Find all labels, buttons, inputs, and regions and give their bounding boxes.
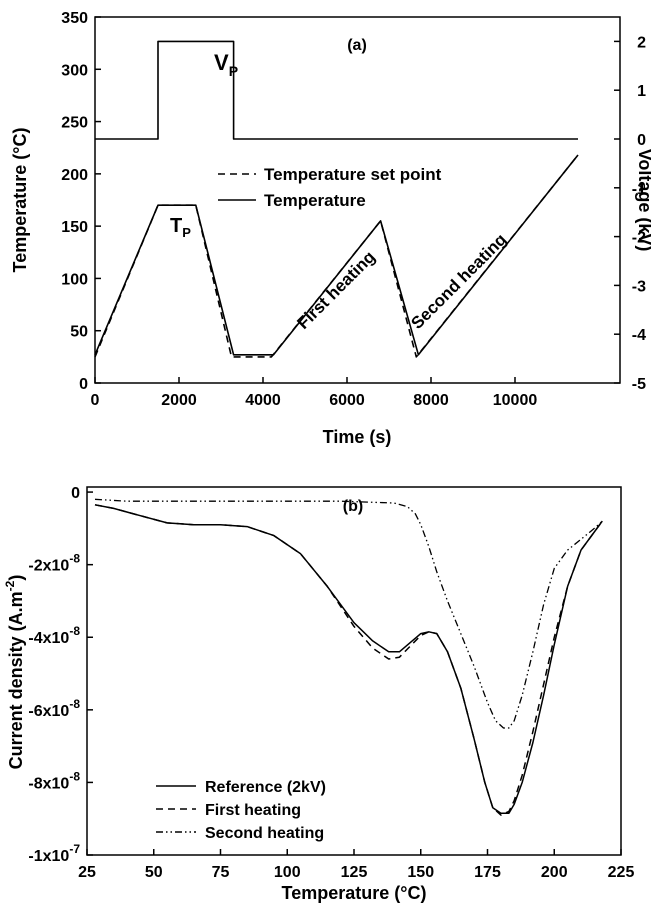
- y2-tick-label-a: 0: [637, 132, 646, 149]
- voltage-line: [95, 40, 578, 140]
- y-tick-label-b: -6x10-8: [28, 697, 80, 720]
- y-tick-label-a: 100: [61, 271, 88, 288]
- x-axis-label-a: Time (s): [323, 427, 392, 447]
- x-tick-label-a: 4000: [245, 392, 281, 409]
- y2-tick-label-a: -4: [632, 327, 646, 344]
- y-tick-label-a: 200: [61, 167, 88, 184]
- reference-curve: [94, 504, 603, 815]
- y2-tick-label-a: -3: [632, 278, 646, 295]
- first-heating-curve: [94, 504, 603, 816]
- panel-label-b: (b): [343, 498, 363, 515]
- x-tick-label-b: 225: [608, 864, 635, 881]
- x-ticks-a: 0 2000 4000 6000 8000 10000: [91, 377, 538, 409]
- plot-frame-b: [86, 486, 622, 856]
- y-tick-label-b: -8x10-8: [28, 769, 80, 792]
- first-heating-annotation: First heating: [293, 247, 379, 333]
- legend-a: Temperature set point Temperature: [218, 165, 442, 210]
- x-tick-label-a: 2000: [161, 392, 197, 409]
- y2-tick-label-a: -5: [632, 376, 646, 393]
- y-tick-label-a: 150: [61, 219, 88, 236]
- y2-ticks-a: 2 1 0 -1 -2 -3 -4 -5: [614, 34, 646, 393]
- x-tick-label-b: 125: [341, 864, 368, 881]
- temperature-line: [94, 154, 579, 356]
- plot-frame-a: [94, 16, 621, 384]
- y-tick-label-a: 250: [61, 115, 88, 132]
- x-ticks-b: 25 50 75 100 125 150 175 200 225: [78, 849, 634, 881]
- series-a: [94, 40, 579, 358]
- series-b: [94, 498, 603, 816]
- panel-label-a: (a): [347, 37, 367, 54]
- legend-label-first: First heating: [205, 802, 301, 819]
- x-tick-label-a: 6000: [329, 392, 365, 409]
- y-tick-label-b: -2x10-8: [28, 552, 80, 575]
- legend-b: Reference (2kV) First heating Second hea…: [156, 779, 326, 842]
- second-heating-curve: [94, 498, 603, 729]
- panel-a: 0 2000 4000 6000 8000 10000 0 50 100 150 200 250 30…: [10, 10, 651, 447]
- vp-annotation: VP: [214, 50, 238, 79]
- y-tick-label-b: -4x10-8: [28, 624, 80, 647]
- x-tick-label-a: 8000: [413, 392, 449, 409]
- y-tick-label-b: 0: [71, 485, 80, 502]
- y-tick-label-a: 350: [61, 10, 88, 27]
- y-tick-label-a: 50: [70, 324, 88, 341]
- y2-axis-label-a: Voltage (kV): [635, 149, 651, 252]
- legend-label-reference: Reference (2kV): [205, 779, 326, 796]
- legend-label-temperature: Temperature: [264, 191, 366, 210]
- second-heating-annotation: Second heating: [407, 230, 510, 333]
- x-tick-label-b: 75: [212, 864, 230, 881]
- legend-label-setpoint: Temperature set point: [264, 165, 442, 184]
- x-tick-label-b: 100: [274, 864, 301, 881]
- tp-annotation: TP: [170, 215, 191, 240]
- x-tick-label-a: 0: [91, 392, 100, 409]
- x-tick-label-a: 10000: [493, 392, 538, 409]
- y-axis-label-b: Current density (A.m-2): [3, 575, 26, 770]
- setpoint-line: [94, 154, 579, 358]
- y-axis-label-a: Temperature (°C): [10, 128, 30, 273]
- x-axis-label-b: Temperature (°C): [282, 883, 427, 903]
- x-tick-label-b: 50: [145, 864, 163, 881]
- legend-label-second: Second heating: [205, 825, 324, 842]
- y-ticks-a: 0 50 100 150 200 250 300 350: [61, 10, 101, 393]
- y2-tick-label-a: 1: [637, 83, 646, 100]
- x-tick-label-b: 175: [474, 864, 501, 881]
- y-tick-label-a: 300: [61, 62, 88, 79]
- x-tick-label-b: 25: [78, 864, 96, 881]
- x-tick-label-b: 150: [407, 864, 434, 881]
- y-ticks-b: 0 -2x10-8 -4x10-8 -6x10-8 -8x10-8 -1x10-7: [28, 485, 93, 865]
- panel-b: 25 50 75 100 125 150 175 200 225 0 -2x10-8 -4x10-8…: [3, 485, 634, 903]
- y-tick-label-b: -1x10-7: [28, 842, 80, 865]
- y2-tick-label-a: -1: [632, 181, 646, 198]
- y2-tick-label-a: -2: [632, 230, 646, 247]
- x-tick-label-b: 200: [541, 864, 568, 881]
- y2-tick-label-a: 2: [637, 34, 646, 51]
- y-tick-label-a: 0: [79, 376, 88, 393]
